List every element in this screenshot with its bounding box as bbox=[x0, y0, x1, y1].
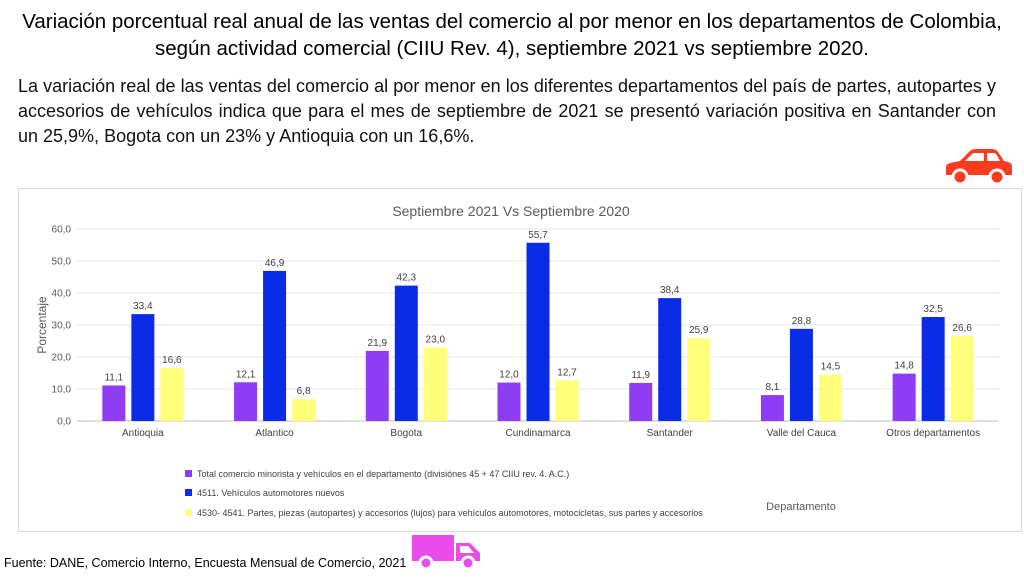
y-tick-label: 10,0 bbox=[52, 385, 72, 396]
data-label: 11,9 bbox=[631, 370, 650, 381]
bar bbox=[526, 242, 550, 421]
bar bbox=[555, 380, 579, 421]
source-note: Fuente: DANE, Comercio Interno, Encuesta… bbox=[4, 556, 407, 570]
data-label: 23,0 bbox=[426, 334, 446, 345]
bar bbox=[131, 314, 155, 421]
bar bbox=[497, 382, 521, 421]
bar bbox=[818, 374, 842, 421]
page-description: La variación real de las ventas del come… bbox=[18, 76, 996, 146]
bar bbox=[102, 385, 126, 421]
bar bbox=[292, 399, 316, 421]
bar bbox=[629, 382, 653, 421]
bar bbox=[423, 347, 447, 421]
x-tick-label: Cundinamarca bbox=[505, 428, 570, 439]
data-label: 26,6 bbox=[952, 323, 972, 334]
data-label: 42,3 bbox=[397, 273, 417, 284]
x-tick-label: Bogota bbox=[390, 428, 422, 439]
data-label: 21,9 bbox=[368, 338, 388, 349]
bar bbox=[365, 350, 389, 421]
legend-label: 4511. Vehículos automotores nuevos bbox=[197, 488, 345, 498]
bar bbox=[687, 338, 711, 421]
bar bbox=[789, 328, 813, 421]
car-icon bbox=[940, 145, 1016, 194]
data-label: 14,5 bbox=[821, 362, 841, 373]
x-tick-label: Antioquia bbox=[122, 428, 164, 439]
x-tick-label: Valle del Cauca bbox=[767, 428, 837, 439]
chart-container: Septiembre 2021 Vs Septiembre 2020 Porce… bbox=[18, 188, 1022, 532]
bar-chart: Septiembre 2021 Vs Septiembre 2020 Porce… bbox=[35, 203, 999, 518]
data-label: 12,7 bbox=[557, 367, 577, 378]
data-label: 55,7 bbox=[528, 230, 548, 241]
data-label: 32,5 bbox=[923, 304, 943, 315]
legend-label: 4530- 4541. Partes, piezas (autopartes) … bbox=[197, 508, 703, 518]
y-axis-title: Porcentaje bbox=[35, 296, 49, 354]
legend-swatch bbox=[185, 489, 192, 496]
data-label: 33,4 bbox=[133, 301, 153, 312]
bar bbox=[921, 317, 945, 421]
bar bbox=[950, 335, 974, 421]
y-tick-label: 30,0 bbox=[52, 321, 72, 332]
bar bbox=[394, 285, 418, 421]
legend-swatch bbox=[185, 509, 192, 516]
page-title: Variación porcentual real anual de las v… bbox=[22, 10, 1002, 60]
bar bbox=[234, 382, 258, 421]
legend-label: Total comercio minorista y vehículos en … bbox=[197, 469, 569, 479]
y-tick-label: 60,0 bbox=[52, 225, 72, 236]
x-axis-title: Departamento bbox=[766, 501, 836, 513]
data-label: 14,8 bbox=[894, 361, 914, 372]
data-label: 11,1 bbox=[104, 372, 123, 383]
x-tick-label: Atlantico bbox=[255, 428, 294, 439]
y-tick-label: 40,0 bbox=[52, 289, 72, 300]
data-label: 6,8 bbox=[297, 386, 311, 397]
bar bbox=[263, 270, 287, 421]
truck-icon bbox=[410, 531, 482, 578]
y-tick-label: 0,0 bbox=[57, 417, 71, 428]
data-label: 46,9 bbox=[265, 258, 285, 269]
data-label: 12,0 bbox=[499, 370, 519, 381]
data-label: 28,8 bbox=[792, 316, 812, 327]
data-label: 25,9 bbox=[689, 325, 709, 336]
x-tick-label: Otros departamentos bbox=[886, 428, 980, 439]
bar bbox=[160, 367, 184, 421]
data-label: 8,1 bbox=[765, 382, 779, 393]
x-tick-label: Santander bbox=[647, 428, 694, 439]
data-label: 12,1 bbox=[236, 369, 256, 380]
bar bbox=[760, 395, 784, 421]
y-tick-label: 20,0 bbox=[52, 353, 72, 364]
bar bbox=[892, 373, 916, 421]
data-label: 16,6 bbox=[162, 355, 182, 366]
y-tick-label: 50,0 bbox=[52, 257, 72, 268]
data-label: 38,4 bbox=[660, 285, 680, 296]
legend-swatch bbox=[185, 470, 192, 477]
bar bbox=[658, 298, 682, 421]
chart-title: Septiembre 2021 Vs Septiembre 2020 bbox=[392, 203, 630, 219]
